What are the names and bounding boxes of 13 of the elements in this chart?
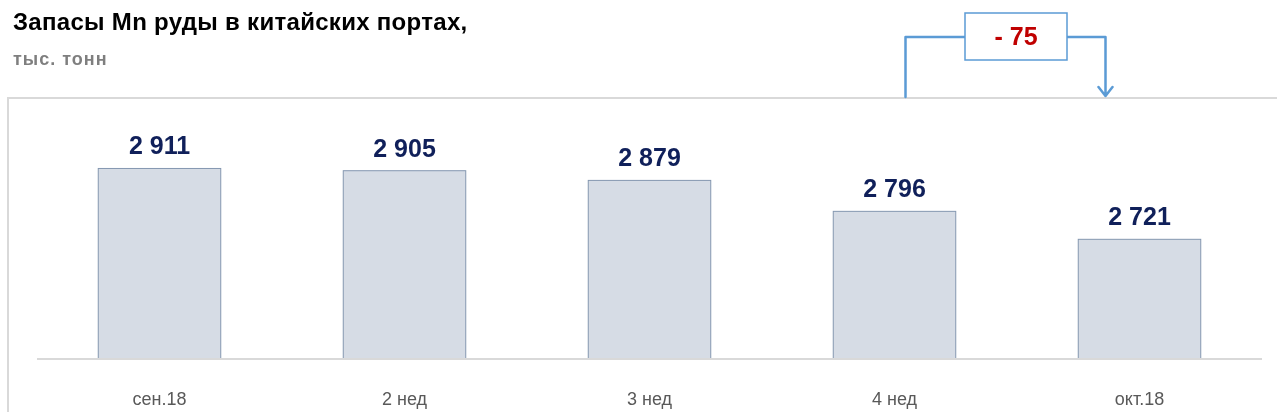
data-label: 2 879 [618,143,681,172]
data-label: 2 796 [863,174,926,203]
text: - 75 [994,22,1038,50]
x-tick-label: сен.18 [132,389,187,409]
chart-title: Запасы Mn руды в китайских портах, [13,8,468,35]
chart-subtitle: тыс. тонн [13,49,108,69]
data-label: 2 905 [373,133,436,162]
x-tick-label: окт.18 [1114,389,1165,409]
x-tick-label: 3 нед [626,389,673,409]
data-label: 2 911 [128,131,191,160]
x-tick-label: 4 нед [871,389,918,409]
x-tick-label: 2 нед [381,389,428,409]
data-label: 2 721 [1108,202,1171,231]
